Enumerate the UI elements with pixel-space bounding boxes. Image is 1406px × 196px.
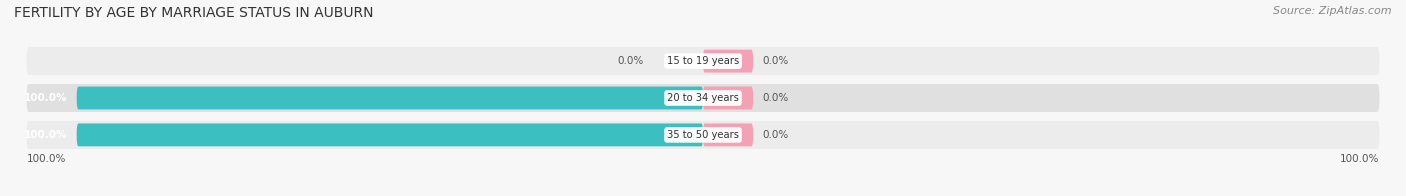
FancyBboxPatch shape [703,123,754,146]
Text: 100.0%: 100.0% [24,93,67,103]
Text: 0.0%: 0.0% [762,130,789,140]
FancyBboxPatch shape [703,87,754,109]
Text: 0.0%: 0.0% [762,56,789,66]
Text: 0.0%: 0.0% [762,93,789,103]
Text: 100.0%: 100.0% [27,154,66,164]
FancyBboxPatch shape [27,47,1379,75]
Text: 100.0%: 100.0% [24,130,67,140]
FancyBboxPatch shape [703,50,754,73]
Text: 15 to 19 years: 15 to 19 years [666,56,740,66]
FancyBboxPatch shape [77,123,703,146]
Text: 20 to 34 years: 20 to 34 years [666,93,740,103]
Text: 100.0%: 100.0% [1340,154,1379,164]
Text: 0.0%: 0.0% [617,56,644,66]
FancyBboxPatch shape [27,121,1379,149]
FancyBboxPatch shape [77,87,703,109]
Text: 35 to 50 years: 35 to 50 years [666,130,740,140]
Text: Source: ZipAtlas.com: Source: ZipAtlas.com [1274,6,1392,16]
FancyBboxPatch shape [27,84,1379,112]
Text: FERTILITY BY AGE BY MARRIAGE STATUS IN AUBURN: FERTILITY BY AGE BY MARRIAGE STATUS IN A… [14,6,374,20]
